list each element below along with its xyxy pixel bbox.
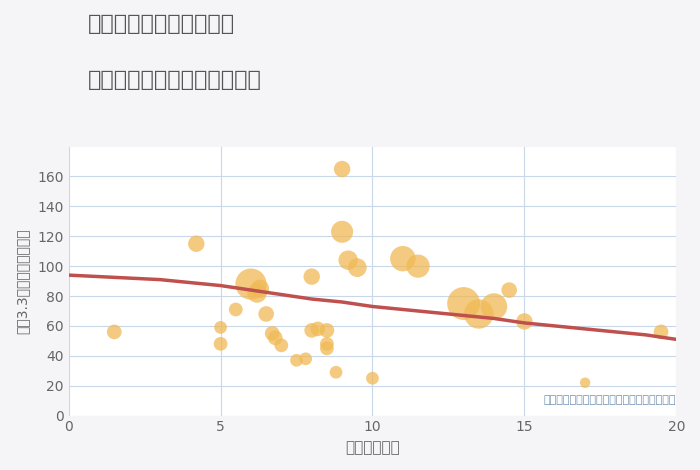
- Point: [321, 340, 332, 348]
- Point: [306, 327, 317, 334]
- Point: [276, 342, 287, 349]
- Point: [412, 262, 423, 270]
- Point: [337, 228, 348, 235]
- Point: [489, 303, 500, 310]
- Point: [337, 165, 348, 173]
- Point: [312, 325, 323, 333]
- Point: [215, 340, 226, 348]
- Point: [306, 273, 317, 281]
- Point: [321, 345, 332, 352]
- Point: [215, 324, 226, 331]
- Point: [458, 300, 469, 307]
- Point: [330, 368, 342, 376]
- Point: [351, 264, 363, 271]
- Point: [300, 355, 312, 362]
- Point: [473, 310, 484, 318]
- Point: [580, 379, 591, 386]
- Point: [190, 240, 202, 248]
- Y-axis label: 坪（3.3㎡）単価（万円）: 坪（3.3㎡）単価（万円）: [15, 228, 29, 334]
- Point: [230, 306, 241, 313]
- Point: [251, 290, 262, 297]
- Point: [246, 280, 257, 288]
- Point: [291, 357, 302, 364]
- Point: [398, 255, 409, 262]
- Point: [342, 257, 354, 264]
- Text: 円の大きさは、取引のあった物件面積を示す: 円の大きさは、取引のあった物件面積を示す: [544, 395, 676, 405]
- Point: [321, 327, 332, 334]
- Point: [270, 334, 281, 342]
- Point: [519, 318, 530, 325]
- Point: [108, 328, 120, 336]
- Point: [260, 310, 272, 318]
- X-axis label: 駅距離（分）: 駅距離（分）: [345, 440, 400, 455]
- Point: [367, 375, 378, 382]
- Point: [655, 328, 666, 336]
- Point: [267, 329, 278, 337]
- Text: 奈良県奈良市勝南院町の: 奈良県奈良市勝南院町の: [88, 14, 234, 34]
- Point: [255, 285, 266, 292]
- Text: 駅距離別中古マンション価格: 駅距離別中古マンション価格: [88, 70, 261, 91]
- Point: [503, 286, 514, 294]
